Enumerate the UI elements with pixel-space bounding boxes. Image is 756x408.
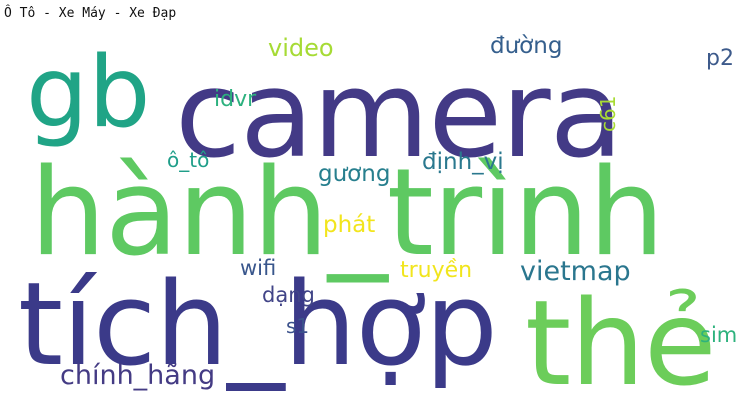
word-dang: dạng <box>262 283 315 307</box>
word-gb: gb <box>26 36 151 150</box>
word-p2: p2 <box>706 46 734 71</box>
word-truyen: truyền <box>400 258 473 283</box>
word-s1: s1 <box>286 314 310 338</box>
word-the: thẻ <box>525 274 717 408</box>
word-phat: phát <box>323 212 376 238</box>
word-idvr: idvr <box>214 87 257 112</box>
word-sim: sim <box>700 323 738 347</box>
word-tich-hop: tích_hợp <box>18 258 498 392</box>
word-guong: gương <box>318 161 391 187</box>
word-duong: đường <box>490 33 563 59</box>
word-cloud: camera gb hành_trình tích_hợp thẻ video … <box>0 22 756 408</box>
word-o-to: ô_tô <box>167 148 210 172</box>
word-wifi: wifi <box>240 256 277 280</box>
word-vietmap: vietmap <box>520 256 631 287</box>
page-title: Ô Tô - Xe Máy - Xe Đạp <box>4 6 177 21</box>
word-hanh-trinh: hành_trình <box>30 144 665 283</box>
word-video: video <box>268 34 334 62</box>
word-chinh-hang: chính_hãng <box>60 360 216 391</box>
word-camera: camera <box>175 46 623 185</box>
word-c61: c61 <box>596 95 620 132</box>
word-dinh-vi: định_vị <box>422 149 504 175</box>
